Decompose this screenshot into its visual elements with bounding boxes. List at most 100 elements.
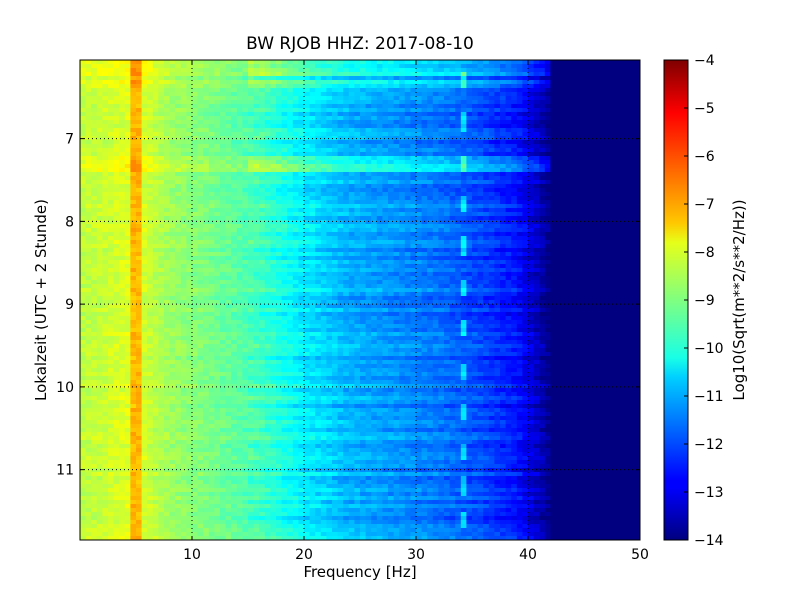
heatmap-cell <box>225 88 232 93</box>
heatmap-cell <box>270 204 277 209</box>
heatmap-cell <box>544 116 551 121</box>
heatmap-cell <box>371 132 378 137</box>
heatmap-cell <box>270 168 277 173</box>
heatmap-cell <box>634 228 640 233</box>
heatmap-cell <box>393 208 400 213</box>
heatmap-cell <box>264 200 271 205</box>
heatmap-cell <box>214 84 221 89</box>
heatmap-cell <box>186 60 193 65</box>
heatmap-cell <box>337 204 344 209</box>
heatmap-cell <box>102 188 109 193</box>
heatmap-cell <box>371 232 378 237</box>
heatmap-cell <box>309 160 316 165</box>
heatmap-cell <box>253 148 260 153</box>
heatmap-cell <box>360 180 367 185</box>
heatmap-cell <box>432 96 439 101</box>
heatmap-cell <box>623 188 630 193</box>
heatmap-cell <box>483 116 490 121</box>
heatmap-cell <box>561 216 568 221</box>
heatmap-cell <box>421 64 428 69</box>
heatmap-cell <box>472 192 479 197</box>
heatmap-cell <box>472 108 479 113</box>
heatmap-cell <box>600 252 607 257</box>
heatmap-cell <box>141 212 148 217</box>
heatmap-cell <box>494 200 501 205</box>
heatmap-cell <box>220 180 227 185</box>
heatmap-cell <box>141 252 148 257</box>
heatmap-cell <box>180 220 187 225</box>
heatmap-cell <box>231 236 238 241</box>
heatmap-cell <box>494 212 501 217</box>
heatmap-cell <box>595 220 602 225</box>
heatmap-cell <box>231 136 238 141</box>
heatmap-cell <box>292 92 299 97</box>
heatmap-cell <box>360 132 367 137</box>
heatmap-cell <box>152 204 159 209</box>
heatmap-cell <box>516 128 523 133</box>
heatmap-cell <box>416 196 423 201</box>
heatmap-cell <box>225 68 232 73</box>
heatmap-cell <box>522 204 529 209</box>
heatmap-cell <box>360 64 367 69</box>
heatmap-cell <box>309 132 316 137</box>
heatmap-cell <box>119 196 126 201</box>
heatmap-cell <box>634 64 640 69</box>
heatmap-cell <box>192 80 199 85</box>
heatmap-cell <box>354 204 361 209</box>
heatmap-cell <box>348 148 355 153</box>
heatmap-cell <box>628 96 635 101</box>
heatmap-cell <box>343 72 350 77</box>
heatmap-cell <box>304 248 311 253</box>
heatmap-cell <box>242 108 249 113</box>
heatmap-cell <box>208 188 215 193</box>
heatmap-cell <box>276 136 283 141</box>
heatmap-cell <box>572 180 579 185</box>
heatmap-cell <box>399 68 406 73</box>
heatmap-cell <box>208 248 215 253</box>
heatmap-cell <box>208 168 215 173</box>
heatmap-cell <box>628 60 635 65</box>
heatmap-cell <box>623 224 630 229</box>
heatmap-cell <box>550 184 557 189</box>
heatmap-cell <box>421 72 428 77</box>
heatmap-cell <box>192 196 199 201</box>
heatmap-cell <box>567 124 574 129</box>
heatmap-cell <box>225 168 232 173</box>
heatmap-cell <box>561 124 568 129</box>
heatmap-cell <box>136 140 143 145</box>
heatmap-cell <box>281 196 288 201</box>
heatmap-cell <box>348 136 355 141</box>
heatmap-cell <box>416 164 423 169</box>
heatmap-cell <box>348 144 355 149</box>
heatmap-cell <box>164 180 171 185</box>
heatmap-cell <box>248 60 255 65</box>
heatmap-cell <box>505 184 512 189</box>
heatmap-cell <box>623 172 630 177</box>
heatmap-cell <box>326 212 333 217</box>
heatmap-cell <box>460 136 467 141</box>
heatmap-cell <box>141 240 148 245</box>
heatmap-cell <box>393 160 400 165</box>
heatmap-cell <box>438 148 445 153</box>
heatmap-cell <box>253 72 260 77</box>
heatmap-cell <box>119 100 126 105</box>
heatmap-cell <box>192 60 199 65</box>
heatmap-cell <box>550 136 557 141</box>
heatmap-cell <box>108 220 115 225</box>
heatmap-cell <box>634 96 640 101</box>
heatmap-cell <box>164 88 171 93</box>
heatmap-cell <box>404 84 411 89</box>
heatmap-cell <box>584 228 591 233</box>
heatmap-cell <box>589 144 596 149</box>
heatmap-cell <box>208 64 215 69</box>
heatmap-cell <box>231 152 238 157</box>
heatmap-cell <box>488 228 495 233</box>
heatmap-cell <box>214 192 221 197</box>
heatmap-cell <box>175 112 182 117</box>
heatmap-cell <box>292 160 299 165</box>
heatmap-cell <box>91 212 98 217</box>
heatmap-cell <box>500 248 507 253</box>
heatmap-cell <box>584 196 591 201</box>
heatmap-cell <box>180 140 187 145</box>
heatmap-cell <box>169 212 176 217</box>
